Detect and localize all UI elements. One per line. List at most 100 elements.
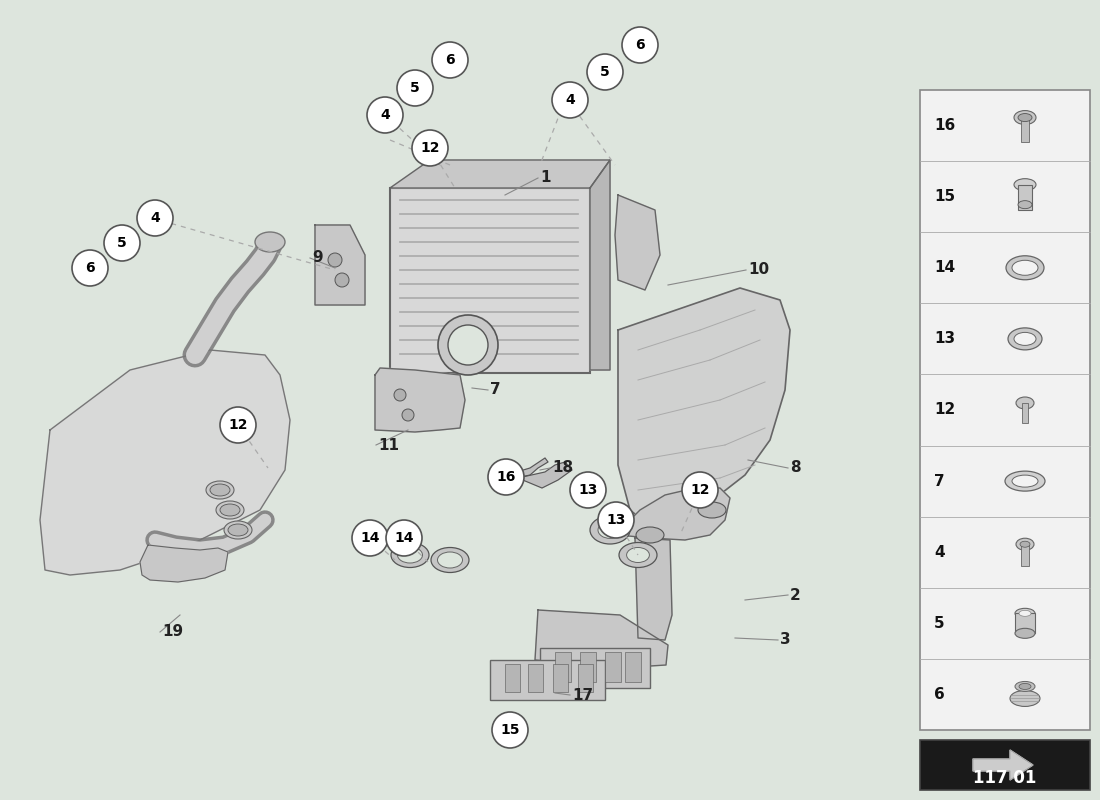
Text: 13: 13: [934, 331, 955, 346]
Text: 3: 3: [780, 633, 791, 647]
Bar: [1018, 185, 1032, 210]
Ellipse shape: [1015, 608, 1035, 618]
Text: 10: 10: [748, 262, 769, 278]
Text: 12: 12: [691, 483, 710, 497]
Bar: [605, 652, 621, 682]
Text: 14: 14: [394, 531, 414, 545]
Text: 5: 5: [410, 81, 420, 95]
Circle shape: [386, 520, 422, 556]
Ellipse shape: [1014, 332, 1036, 346]
Circle shape: [104, 225, 140, 261]
Polygon shape: [974, 750, 1033, 780]
Polygon shape: [40, 350, 290, 575]
Circle shape: [621, 27, 658, 63]
Circle shape: [448, 325, 488, 365]
Ellipse shape: [224, 521, 252, 539]
Circle shape: [402, 409, 414, 421]
Polygon shape: [518, 462, 572, 488]
Text: 13: 13: [579, 483, 597, 497]
Text: 1: 1: [540, 170, 550, 186]
Ellipse shape: [627, 547, 649, 562]
Ellipse shape: [206, 481, 234, 499]
Bar: [1021, 118, 1028, 142]
Text: 5: 5: [601, 65, 609, 79]
Ellipse shape: [431, 547, 469, 573]
Ellipse shape: [1015, 682, 1035, 691]
Ellipse shape: [1016, 397, 1034, 409]
Ellipse shape: [1018, 201, 1032, 209]
Text: 16: 16: [496, 470, 516, 484]
Ellipse shape: [1020, 542, 1030, 547]
Ellipse shape: [598, 522, 622, 538]
Bar: [580, 652, 596, 682]
Bar: [1021, 544, 1028, 566]
Circle shape: [570, 472, 606, 508]
Text: 4: 4: [565, 93, 575, 107]
Text: 4: 4: [934, 545, 945, 560]
Text: 12: 12: [229, 418, 248, 432]
Polygon shape: [535, 610, 668, 668]
Polygon shape: [375, 368, 465, 432]
Text: 4: 4: [381, 108, 389, 122]
Polygon shape: [618, 288, 790, 530]
Circle shape: [438, 315, 498, 375]
Circle shape: [336, 273, 349, 287]
Polygon shape: [590, 160, 610, 370]
Ellipse shape: [1015, 628, 1035, 638]
Text: 19: 19: [162, 625, 183, 639]
Bar: [1015, 614, 1035, 634]
Text: 17: 17: [572, 687, 593, 702]
Circle shape: [328, 253, 342, 267]
Circle shape: [412, 130, 448, 166]
Text: 7: 7: [490, 382, 500, 398]
Text: 7: 7: [934, 474, 945, 489]
Polygon shape: [635, 538, 672, 640]
Bar: [556, 652, 571, 682]
Circle shape: [432, 42, 468, 78]
Polygon shape: [615, 195, 660, 290]
Ellipse shape: [255, 232, 285, 252]
Ellipse shape: [1014, 178, 1036, 190]
Text: 6: 6: [85, 261, 95, 275]
Circle shape: [394, 389, 406, 401]
Text: 15: 15: [500, 723, 519, 737]
Polygon shape: [618, 488, 730, 540]
Circle shape: [220, 407, 256, 443]
Text: 6: 6: [446, 53, 454, 67]
Text: 5: 5: [117, 236, 126, 250]
Ellipse shape: [390, 542, 429, 567]
Ellipse shape: [220, 504, 240, 516]
Ellipse shape: [210, 484, 230, 496]
Ellipse shape: [1016, 538, 1034, 550]
Bar: [528, 664, 543, 692]
Ellipse shape: [1006, 256, 1044, 280]
Circle shape: [488, 459, 524, 495]
Polygon shape: [505, 458, 548, 480]
Circle shape: [492, 712, 528, 748]
Ellipse shape: [1012, 260, 1038, 275]
Bar: [920, 740, 1090, 790]
Ellipse shape: [1008, 328, 1042, 350]
Polygon shape: [315, 225, 365, 305]
Bar: [553, 664, 568, 692]
Circle shape: [367, 97, 403, 133]
Ellipse shape: [397, 547, 422, 563]
Ellipse shape: [1005, 471, 1045, 491]
Circle shape: [587, 54, 623, 90]
Ellipse shape: [1019, 683, 1031, 690]
Ellipse shape: [619, 542, 657, 567]
Ellipse shape: [590, 516, 630, 544]
Circle shape: [352, 520, 388, 556]
Text: 14: 14: [934, 260, 955, 275]
Circle shape: [682, 472, 718, 508]
Bar: [390, 188, 590, 373]
Text: 13: 13: [606, 513, 626, 527]
Text: 12: 12: [420, 141, 440, 155]
Circle shape: [397, 70, 433, 106]
Ellipse shape: [1019, 610, 1031, 616]
Polygon shape: [390, 160, 611, 188]
Bar: [505, 664, 520, 692]
Bar: [578, 664, 593, 692]
Ellipse shape: [698, 502, 726, 518]
Text: 15: 15: [934, 189, 955, 204]
